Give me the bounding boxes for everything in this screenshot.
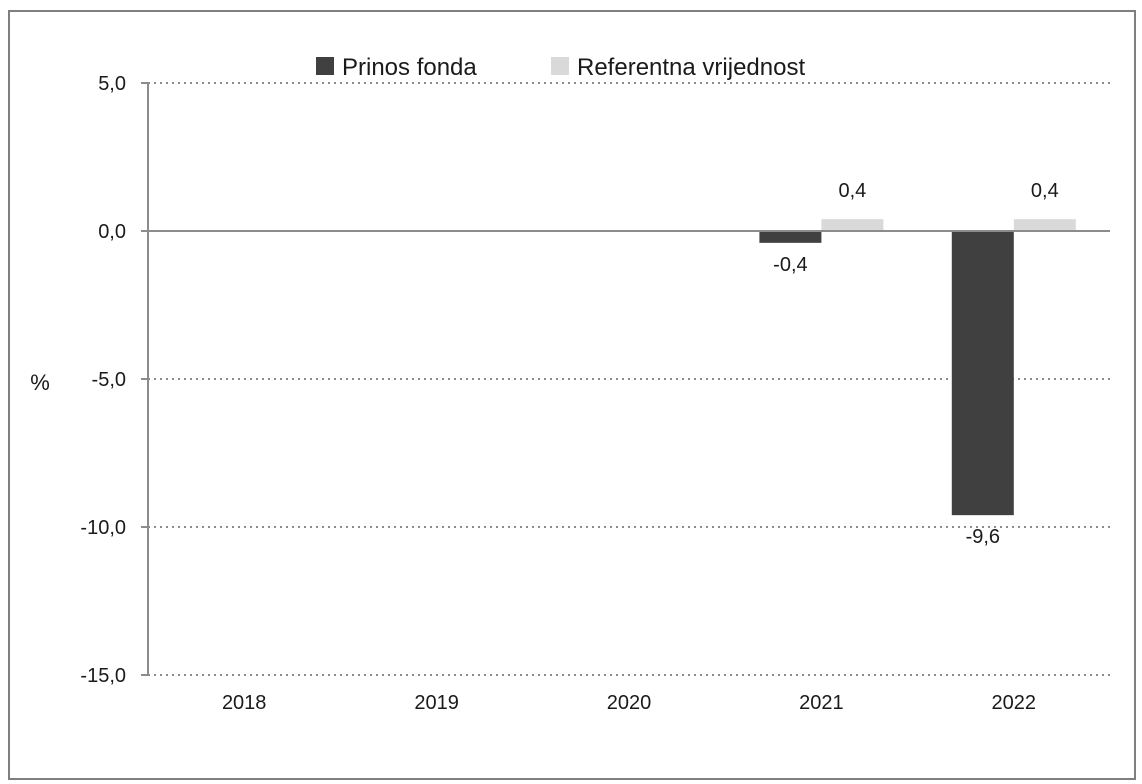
data-label: -0,4 bbox=[773, 254, 807, 276]
y-tick-label: -5,0 bbox=[92, 369, 126, 391]
x-tick-label: 2022 bbox=[992, 692, 1037, 714]
gridlines bbox=[148, 82, 1110, 676]
legend-swatch bbox=[316, 57, 334, 75]
x-tick-label: 2021 bbox=[799, 692, 844, 714]
y-tick-labels: 5,0 0,0 -5,0 -10,0 -15,0 bbox=[80, 73, 126, 687]
x-tick-label: 2018 bbox=[222, 692, 267, 714]
y-tick-label: -15,0 bbox=[80, 665, 126, 687]
y-tick-label: 0,0 bbox=[98, 221, 126, 243]
chart-frame bbox=[8, 10, 1136, 780]
bar-fund-2022 bbox=[951, 231, 1014, 516]
x-tick-label: 2020 bbox=[607, 692, 652, 714]
legend-label: Prinos fonda bbox=[342, 54, 477, 81]
legend-swatch bbox=[551, 57, 569, 75]
bar-benchmark-2022 bbox=[1013, 219, 1076, 231]
bars bbox=[759, 219, 1076, 516]
bar-benchmark-2021 bbox=[821, 219, 884, 231]
x-tick-labels: 2018 2019 2020 2021 2022 bbox=[222, 692, 1036, 714]
data-label: 0,4 bbox=[1031, 180, 1059, 202]
legend-label: Referentna vrijednost bbox=[577, 54, 805, 81]
bar-fund-2021 bbox=[759, 231, 822, 243]
data-label: 0,4 bbox=[838, 180, 866, 202]
y-tick-label: 5,0 bbox=[98, 73, 126, 95]
axes bbox=[141, 82, 1110, 676]
y-axis-label: % bbox=[30, 370, 50, 395]
legend: Prinos fonda Referentna vrijednost bbox=[316, 54, 805, 81]
x-tick-label: 2019 bbox=[414, 692, 459, 714]
data-label: -9,6 bbox=[966, 526, 1000, 548]
y-tick-label: -10,0 bbox=[80, 517, 126, 539]
data-labels: -0,4 0,4 -9,6 0,4 bbox=[773, 180, 1059, 548]
